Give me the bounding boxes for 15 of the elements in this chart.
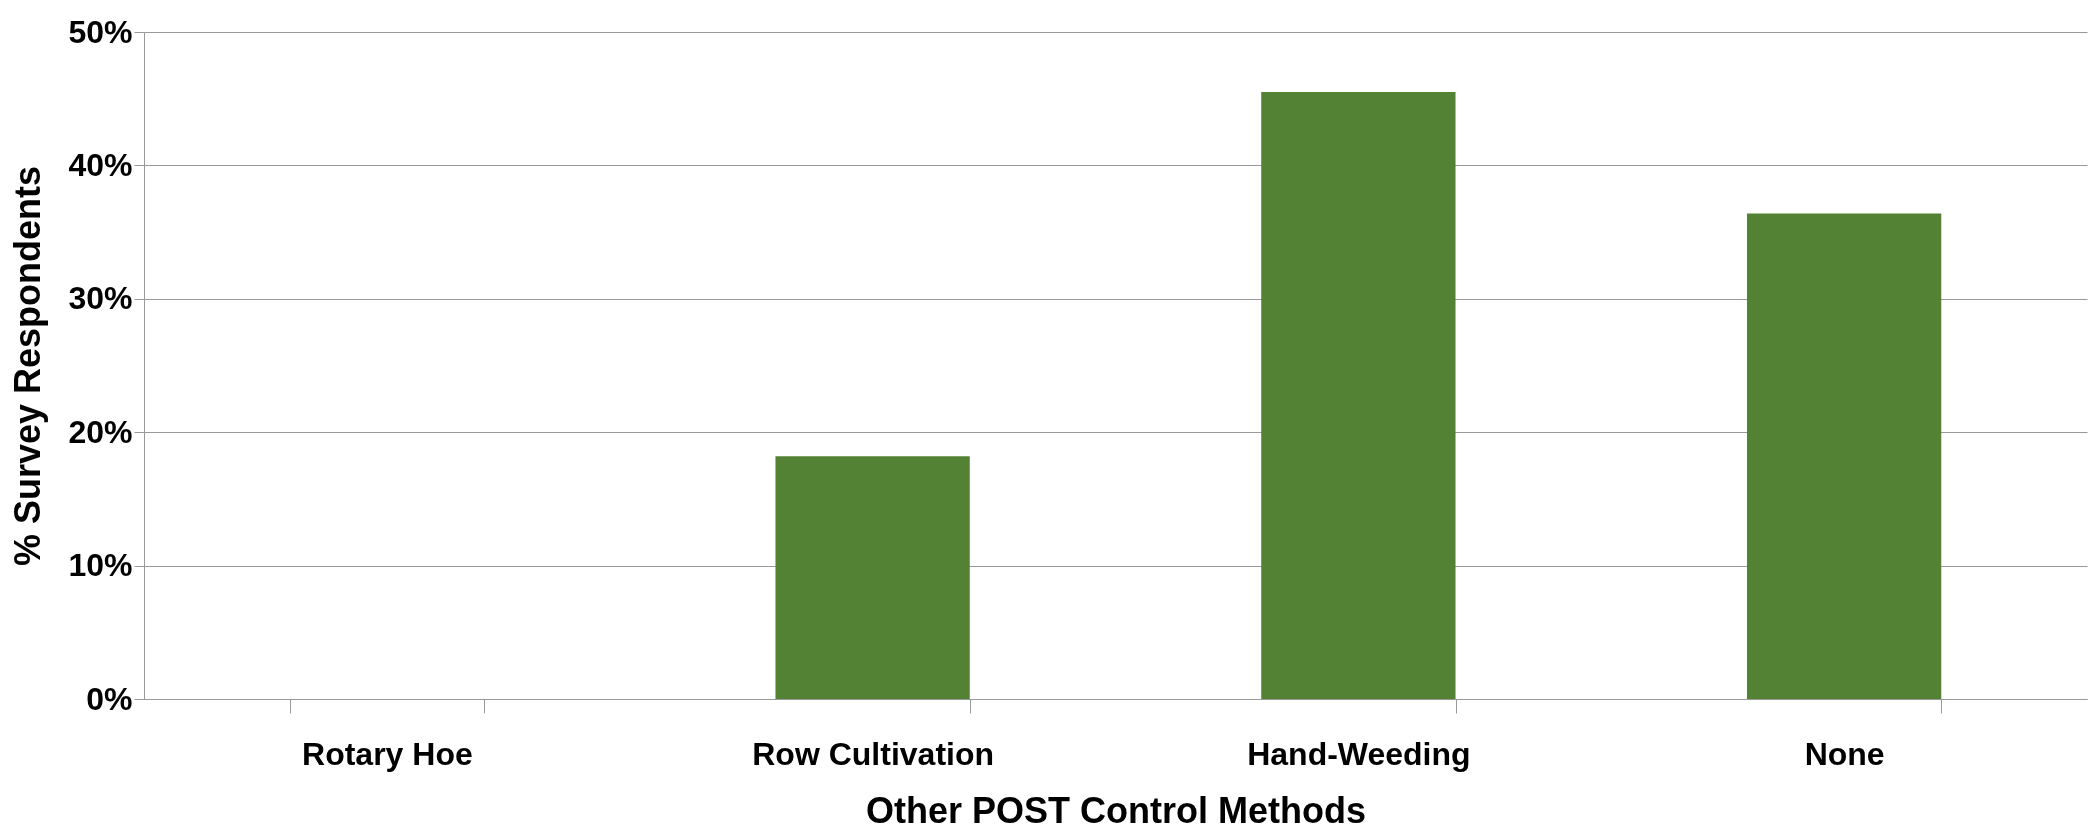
y-tick-label: 30%: [68, 280, 133, 317]
x-axis-title: Other POST Control Methods: [866, 789, 1366, 831]
y-tick-label: 0%: [86, 680, 133, 717]
y-axis-title: % Survey Respondents: [7, 165, 49, 567]
bar: [775, 456, 970, 699]
x-tick-label: Row Cultivation: [752, 735, 995, 772]
y-tick-label: 20%: [68, 413, 133, 450]
x-tick-label: Rotary Hoe: [302, 735, 473, 772]
y-tick-label: 40%: [68, 146, 133, 183]
bar: [1746, 213, 1942, 699]
y-tick-label: 10%: [68, 547, 133, 584]
bar: [1261, 92, 1456, 699]
y-tick-label: 50%: [68, 13, 133, 50]
x-tick-label: None: [1804, 735, 1885, 772]
x-tick-label: Hand-Weeding: [1247, 735, 1471, 772]
